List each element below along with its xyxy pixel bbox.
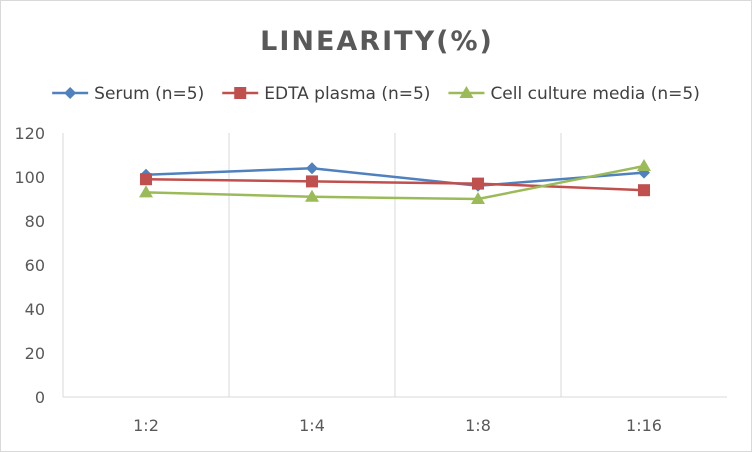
series-3 bbox=[139, 159, 651, 204]
legend-label: EDTA plasma (n=5) bbox=[264, 84, 430, 104]
legend-item: Cell culture media (n=5) bbox=[448, 84, 700, 104]
y-tick-label: 60 bbox=[25, 256, 45, 275]
series-line bbox=[145, 177, 645, 192]
data-point bbox=[140, 173, 152, 186]
series-2 bbox=[140, 173, 650, 197]
legend: Serum (n=5) EDTA plasma (n=5) Cell culture… bbox=[52, 84, 700, 104]
x-tick-label: 1:8 bbox=[465, 416, 491, 435]
data-point bbox=[472, 177, 484, 190]
legend-label: Serum (n=5) bbox=[94, 84, 204, 104]
data-point bbox=[306, 175, 318, 188]
x-tick-label: 1:4 bbox=[299, 416, 325, 435]
gridlines bbox=[228, 133, 562, 397]
x-tick-label: 1:16 bbox=[626, 416, 662, 435]
y-tick-label: 120 bbox=[14, 124, 45, 143]
legend-marker bbox=[64, 87, 77, 99]
legend-label: Cell culture media (n=5) bbox=[490, 84, 699, 104]
data-point bbox=[637, 159, 651, 171]
y-tick-label: 80 bbox=[25, 212, 45, 231]
y-axis-ticks: 0 20 40 60 80 100 120 bbox=[14, 124, 45, 407]
chart-title: LINEARITY(%) bbox=[260, 26, 494, 57]
legend-item: EDTA plasma (n=5) bbox=[222, 84, 430, 104]
legend-marker bbox=[234, 87, 247, 99]
data-point bbox=[305, 189, 319, 202]
axes bbox=[62, 133, 727, 398]
series-group bbox=[139, 159, 651, 204]
y-tick-label: 40 bbox=[25, 300, 45, 319]
legend-item: Serum (n=5) bbox=[52, 84, 204, 104]
x-axis-ticks: 1:2 1:4 1:8 1:16 bbox=[133, 416, 662, 435]
data-point bbox=[471, 192, 485, 204]
data-point bbox=[139, 185, 153, 198]
x-tick-label: 1:2 bbox=[133, 416, 159, 435]
data-point bbox=[306, 162, 318, 175]
series-line bbox=[145, 166, 645, 188]
data-point bbox=[638, 184, 650, 197]
legend-marker bbox=[459, 86, 474, 98]
y-tick-label: 0 bbox=[35, 388, 45, 407]
y-tick-label: 20 bbox=[25, 344, 45, 363]
series-line bbox=[145, 164, 645, 201]
y-tick-label: 100 bbox=[14, 168, 45, 187]
